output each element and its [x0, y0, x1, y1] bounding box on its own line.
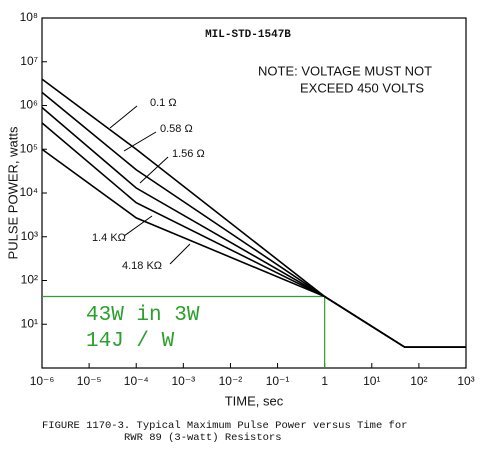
y-tick-label: 10⁵: [20, 141, 38, 155]
note-line: NOTE: VOLTAGE MUST NOT: [258, 63, 432, 78]
x-tick-label: 10⁻³: [171, 374, 195, 388]
y-tick-label: 10⁷: [20, 54, 38, 68]
series-label: 0.1 Ω: [150, 97, 177, 109]
series-label: 1.56 Ω: [172, 148, 205, 160]
x-tick-label: 10¹: [363, 374, 380, 388]
note-line: EXCEED 450 VOLTS: [300, 80, 424, 95]
y-axis-label: PULSE POWER, watts: [5, 126, 20, 259]
x-tick-label: 1: [321, 374, 328, 388]
x-tick-label: 10³: [457, 374, 474, 388]
x-tick-label: 10²: [410, 374, 427, 388]
x-tick-label: 10⁻⁶: [30, 374, 55, 388]
x-tick-label: 10⁻¹: [266, 374, 290, 388]
y-tick-label: 10²: [21, 273, 38, 287]
leader-line: [123, 131, 157, 152]
series-label: 4.18 KΩ: [122, 260, 162, 272]
y-tick-label: 10⁴: [19, 185, 38, 199]
y-tick-label: 10⁸: [20, 10, 38, 24]
leader-line: [109, 105, 138, 129]
x-tick-label: 10⁻⁴: [124, 374, 149, 388]
leader-line: [169, 243, 191, 265]
highlight-text: 14J / W: [86, 330, 175, 353]
y-tick-label: 10³: [21, 229, 38, 243]
y-tick-label: 10⁶: [20, 98, 38, 112]
series-label: 0.58 Ω: [160, 123, 193, 135]
highlight-text: 43W in 3W: [86, 304, 200, 327]
header: MIL-STD-1547B: [205, 29, 291, 41]
leader-line: [123, 215, 153, 237]
leader-line: [139, 156, 169, 184]
x-tick-label: 10⁻⁵: [77, 374, 102, 388]
series-label: 1.4 KΩ: [92, 232, 126, 244]
y-tick-label: 10¹: [21, 316, 38, 330]
caption-line: RWR 89 (3-watt) Resistors: [124, 432, 282, 444]
caption-line: FIGURE 1170-3. Typical Maximum Pulse Pow…: [42, 420, 407, 432]
series-line: [41, 148, 466, 348]
x-tick-label: 10⁻²: [219, 374, 243, 388]
x-axis-label: TIME, sec: [225, 393, 284, 408]
